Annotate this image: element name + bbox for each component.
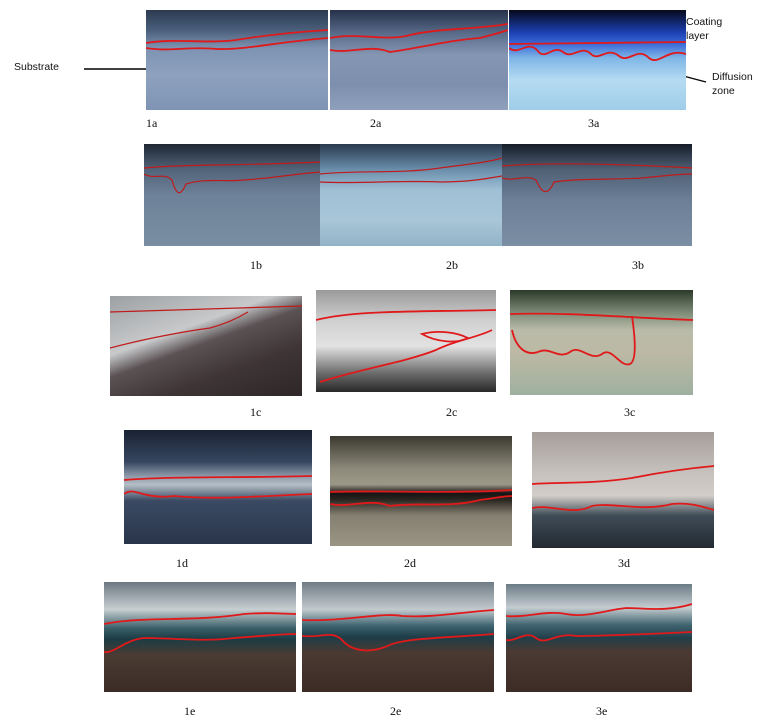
label-2c: 2c (446, 405, 458, 419)
coating-label-line1: Coating (686, 16, 723, 28)
label-1e: 1e (184, 704, 196, 718)
micrograph-1a (146, 10, 328, 110)
coating-boundary-upper (146, 29, 328, 44)
label-3a: 3a (588, 116, 600, 130)
coating-label-line2: layer (686, 30, 709, 42)
inclusion-outline (419, 331, 471, 343)
diffusion-boundary (502, 173, 692, 193)
coating-layer-annotation: Coating layer (686, 15, 722, 43)
micrograph-3b (502, 144, 692, 246)
micrograph-3c (510, 290, 693, 395)
coating-boundary-upper (104, 612, 296, 625)
coating-boundary-lower (330, 495, 512, 507)
micrograph-3e (506, 584, 692, 692)
diffusion-boundary (144, 171, 320, 194)
coating-boundary-lower (532, 502, 714, 511)
label-1b: 1b (250, 258, 262, 272)
coating-boundary-upper (532, 465, 714, 485)
label-2b: 2b (446, 258, 458, 272)
coating-boundary-upper (316, 309, 496, 321)
diffusion-zone-annotation: Diffusion zone (712, 70, 753, 98)
coating-boundary-upper (110, 305, 302, 313)
micrograph-2d (330, 436, 512, 546)
diffusion-label-line1: Diffusion (712, 71, 753, 83)
micrograph-2e (302, 582, 494, 692)
micrograph-1b (144, 144, 320, 246)
micrograph-3d (532, 432, 714, 548)
label-3b: 3b (632, 258, 644, 272)
coating-boundary-upper (330, 23, 508, 39)
substrate-annotation: Substrate (14, 61, 59, 73)
micrograph-1e (104, 582, 296, 692)
coating-boundary-lower (110, 311, 249, 349)
label-2e: 2e (390, 704, 402, 718)
label-3e: 3e (596, 704, 608, 718)
coating-boundary-lower (124, 490, 312, 499)
micrograph-2a (330, 10, 508, 110)
label-1c: 1c (250, 405, 262, 419)
micrograph-2b (320, 144, 502, 246)
label-1a: 1a (146, 116, 158, 130)
label-2d: 2d (404, 556, 416, 570)
coating-boundary-lower (146, 37, 328, 51)
diffusion-boundary (509, 45, 686, 61)
coating-boundary-upper (330, 489, 512, 493)
diffusion-boundary (511, 315, 636, 366)
coating-boundary-lower (320, 175, 502, 184)
coating-boundary-upper (506, 603, 692, 618)
coating-boundary-upper (124, 475, 312, 481)
diffusion-boundary (302, 633, 494, 652)
coating-boundary-upper (502, 163, 692, 169)
coating-boundary-lower (319, 329, 493, 383)
diffusion-boundary (506, 631, 692, 642)
micrograph-1c (110, 296, 302, 396)
label-1d: 1d (176, 556, 188, 570)
coating-boundary-lower (330, 29, 508, 53)
label-2a: 2a (370, 116, 382, 130)
diffusion-boundary (104, 633, 296, 653)
coating-boundary-upper (144, 161, 320, 169)
coating-boundary-upper (320, 157, 502, 175)
diffusion-label-line2: zone (712, 85, 735, 97)
micrograph-1d (124, 430, 312, 544)
label-3d: 3d (618, 556, 630, 570)
label-3c: 3c (624, 405, 636, 419)
micrograph-2c (316, 290, 496, 392)
micrograph-3a (509, 10, 686, 110)
coating-boundary-upper (510, 312, 693, 321)
coating-boundary-upper (509, 41, 686, 45)
coating-boundary-upper (302, 609, 494, 622)
